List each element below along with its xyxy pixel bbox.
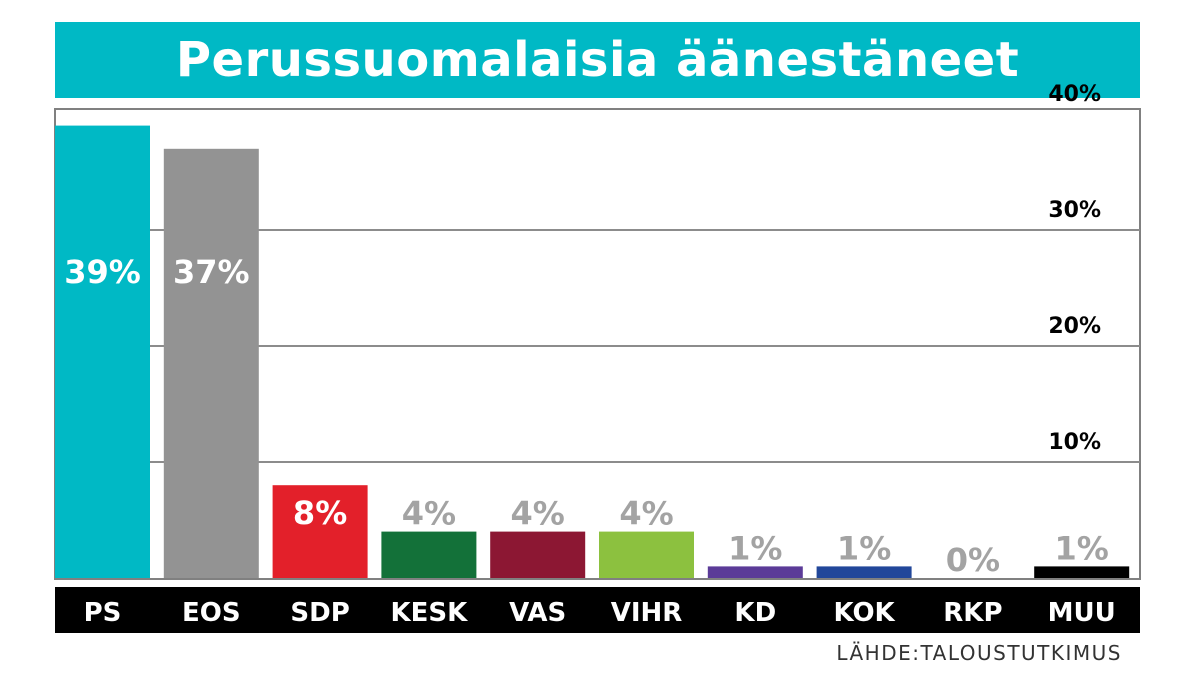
y-tick-label: 10% — [1048, 430, 1101, 455]
data-label: 1% — [1055, 529, 1109, 567]
bar-muu — [1034, 566, 1130, 578]
y-tick-label: 30% — [1048, 198, 1101, 223]
bar-sdp — [272, 485, 368, 578]
category-label: EOS — [182, 598, 241, 628]
data-label: 1% — [837, 529, 891, 567]
bar-eos — [163, 148, 259, 579]
data-label: 1% — [728, 529, 782, 567]
data-label: 8% — [293, 494, 347, 532]
bar-kesk — [381, 531, 477, 578]
category-label: PS — [84, 598, 122, 628]
data-label: 4% — [511, 495, 565, 533]
chart-title: Perussuomalaisia äänestäneet — [175, 32, 1020, 88]
category-label: VAS — [509, 598, 566, 628]
data-label: 39% — [64, 253, 141, 291]
bar-kd — [707, 566, 803, 578]
category-label: SDP — [290, 598, 349, 628]
data-label: 4% — [619, 495, 673, 533]
bar-kok — [816, 566, 912, 578]
category-label: KESK — [391, 598, 469, 628]
category-label: VIHR — [611, 598, 683, 628]
data-label: 37% — [173, 253, 250, 291]
category-label: KD — [734, 598, 776, 628]
bar-vihr — [599, 531, 694, 578]
title-banner: Perussuomalaisia äänestäneet — [55, 22, 1140, 98]
category-band — [55, 587, 1140, 633]
data-label: 0% — [946, 541, 1000, 579]
y-tick-label: 20% — [1048, 314, 1101, 339]
category-label: KOK — [833, 598, 895, 628]
source-label: LÄHDE:TALOUSTUTKIMUS — [836, 641, 1122, 665]
y-tick-label: 40% — [1048, 82, 1101, 107]
data-label: 4% — [402, 495, 456, 533]
bar-vas — [490, 531, 586, 578]
category-label: RKP — [943, 598, 1002, 628]
category-label: MUU — [1048, 598, 1116, 628]
bar-ps — [55, 125, 150, 578]
